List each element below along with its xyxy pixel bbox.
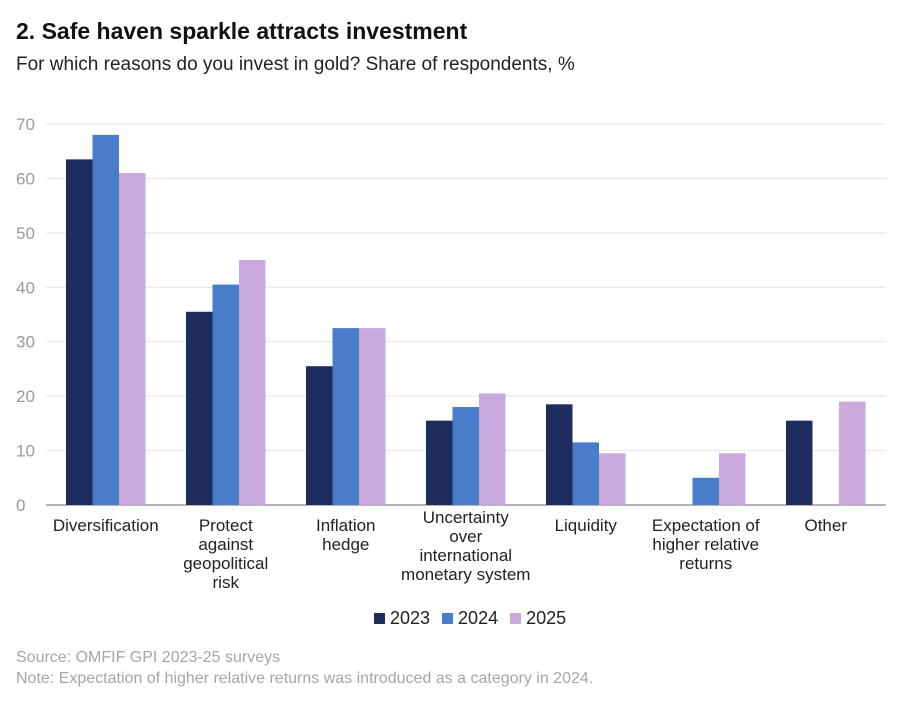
bar-2023: [546, 404, 573, 505]
y-tick-label: 0: [16, 496, 25, 515]
bar-2025: [479, 393, 506, 505]
bar-2023: [426, 420, 453, 505]
y-tick-label: 10: [16, 442, 35, 461]
bar-2023: [186, 311, 213, 505]
y-axis-ticks: 0 10 20 30 40 50 60 70: [16, 115, 35, 515]
bar-2024: [572, 442, 599, 505]
x-category-label: Uncertainty over international monetary sys…: [401, 508, 530, 584]
legend: 2023 2024 2025: [374, 608, 578, 629]
bar-2024: [92, 134, 119, 505]
bar-2025: [839, 401, 866, 505]
x-category-label: Diversification: [53, 516, 159, 535]
legend-swatch-2023: [374, 613, 385, 624]
x-axis-labels: Diversification Protect against geopolitica…: [53, 508, 847, 592]
bar-2024: [332, 328, 359, 505]
legend-label-2024: 2024: [458, 608, 499, 628]
source-text: Source: OMFIF GPI 2023-25 surveys: [16, 649, 281, 666]
y-tick-label: 60: [16, 169, 35, 188]
note-text: Note: Expectation of higher relative ret…: [16, 670, 594, 687]
bar-2024: [212, 284, 239, 505]
x-category-label: Protect against geopolitical risk: [183, 516, 268, 592]
bar-2023: [786, 420, 813, 505]
bar-2025: [119, 172, 146, 505]
x-category-label: Liquidity: [555, 516, 618, 535]
legend-swatch-2025: [510, 613, 522, 624]
bar-2023: [306, 366, 333, 505]
bar-2023: [66, 159, 93, 505]
y-tick-label: 40: [16, 278, 35, 297]
y-tick-label: 50: [16, 224, 35, 243]
bar-2025: [359, 328, 386, 505]
y-tick-label: 30: [16, 333, 35, 352]
chart-title: 2. Safe haven sparkle attracts investmen…: [16, 18, 468, 44]
bar-2024: [692, 477, 719, 505]
bar-2025: [599, 453, 626, 505]
chart-subtitle: For which reasons do you invest in gold?…: [16, 54, 575, 75]
legend-label-2025: 2025: [526, 608, 567, 628]
legend-swatch-2024: [442, 613, 454, 624]
legend-item-2025: 2025: [510, 608, 566, 629]
x-category-label: Expectation of higher relative returns: [652, 516, 760, 573]
bar-chart: 0 10 20 30 40 50 60 70 Diversification Protect ag…: [16, 115, 886, 592]
bar-2024: [452, 407, 479, 505]
y-tick-label: 70: [16, 115, 35, 134]
legend-item-2024: 2024: [442, 608, 498, 629]
bars: [66, 134, 866, 505]
bar-2025: [719, 453, 746, 505]
legend-label-2023: 2023: [390, 608, 431, 628]
bar-2025: [239, 260, 266, 505]
y-tick-label: 20: [16, 387, 35, 406]
x-category-label: Other: [804, 516, 847, 535]
x-category-label: Inflation hedge: [316, 516, 376, 554]
legend-item-2023: 2023: [374, 608, 430, 629]
